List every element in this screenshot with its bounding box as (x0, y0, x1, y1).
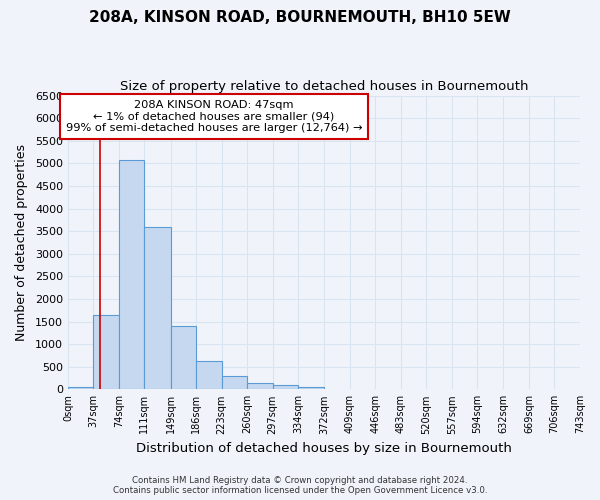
Bar (68, 387, 94, 390)
Bar (119, 160, 145, 390)
Text: 208A, KINSON ROAD, BOURNEMOUTH, BH10 5EW: 208A, KINSON ROAD, BOURNEMOUTH, BH10 5EW (89, 10, 511, 25)
Bar (196, 362, 221, 390)
Bar (221, 376, 247, 390)
Bar (247, 384, 272, 390)
Bar (94, 314, 119, 390)
Bar (170, 326, 196, 390)
Title: Size of property relative to detached houses in Bournemouth: Size of property relative to detached ho… (120, 80, 528, 93)
Bar (298, 387, 325, 390)
Bar (272, 385, 298, 390)
Bar (145, 226, 170, 390)
Y-axis label: Number of detached properties: Number of detached properties (15, 144, 28, 341)
X-axis label: Distribution of detached houses by size in Bournemouth: Distribution of detached houses by size … (136, 442, 512, 455)
Text: 208A KINSON ROAD: 47sqm
← 1% of detached houses are smaller (94)
99% of semi-det: 208A KINSON ROAD: 47sqm ← 1% of detached… (65, 100, 362, 133)
Text: Contains HM Land Registry data © Crown copyright and database right 2024.
Contai: Contains HM Land Registry data © Crown c… (113, 476, 487, 495)
